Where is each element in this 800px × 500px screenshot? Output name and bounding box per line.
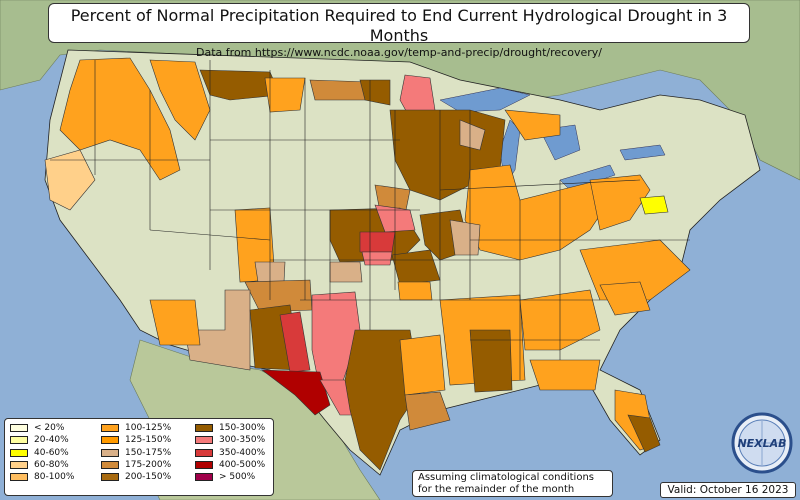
- drought-regions: [44, 57, 691, 471]
- legend-item: 150-175%: [101, 447, 171, 459]
- legend-item: 80-100%: [10, 471, 74, 483]
- legend-item: < 20%: [10, 422, 74, 434]
- legend-item: 150-300%: [195, 422, 265, 434]
- legend-column-2: 100-125% 125-150% 150-175% 175-200% 200-…: [101, 422, 171, 483]
- legend-item: 125-150%: [101, 434, 171, 446]
- legend-column-3: 150-300% 300-350% 350-400% 400-500% > 50…: [195, 422, 265, 483]
- valid-date: Valid: October 16 2023: [660, 482, 796, 498]
- legend-item: 175-200%: [101, 459, 171, 471]
- legend-item: > 500%: [195, 471, 265, 483]
- map-subtitle: Data from https://www.ncdc.noaa.gov/temp…: [196, 46, 602, 59]
- state-borders: [50, 60, 690, 380]
- map-title: Percent of Normal Precipitation Required…: [70, 6, 728, 45]
- svg-text:NEXLAB: NEXLAB: [737, 437, 786, 450]
- legend-item: 60-80%: [10, 459, 74, 471]
- legend-item: 350-400%: [195, 447, 265, 459]
- note-line-1: Assuming climatological conditions: [418, 472, 594, 483]
- legend: < 20% 20-40% 40-60% 60-80% 80-100% 100-1…: [4, 418, 274, 496]
- legend-swatch: [195, 424, 213, 433]
- legend-swatch: [10, 473, 28, 482]
- legend-swatch: [101, 448, 119, 457]
- legend-swatch: [195, 461, 213, 470]
- legend-swatch: [10, 461, 28, 470]
- legend-item: 20-40%: [10, 434, 74, 446]
- legend-swatch: [101, 424, 119, 433]
- title-box: Percent of Normal Precipitation Required…: [48, 3, 750, 59]
- note-line-2: for the remainder of the month: [418, 484, 575, 495]
- legend-swatch: [195, 473, 213, 482]
- nexlab-logo: NEXLAB: [731, 412, 793, 474]
- legend-swatch: [101, 436, 119, 445]
- legend-item: 200-150%: [101, 471, 171, 483]
- legend-swatch: [195, 448, 213, 457]
- legend-item: 100-125%: [101, 422, 171, 434]
- legend-swatch: [10, 436, 28, 445]
- legend-item: 40-60%: [10, 447, 74, 459]
- legend-item: 400-500%: [195, 459, 265, 471]
- legend-item: 300-350%: [195, 434, 265, 446]
- legend-swatch: [101, 473, 119, 482]
- legend-column-1: < 20% 20-40% 40-60% 60-80% 80-100%: [10, 422, 74, 483]
- legend-swatch: [195, 436, 213, 445]
- assumption-note: Assuming climatological conditions for t…: [412, 470, 613, 497]
- legend-swatch: [10, 424, 28, 433]
- legend-swatch: [101, 461, 119, 470]
- legend-swatch: [10, 448, 28, 457]
